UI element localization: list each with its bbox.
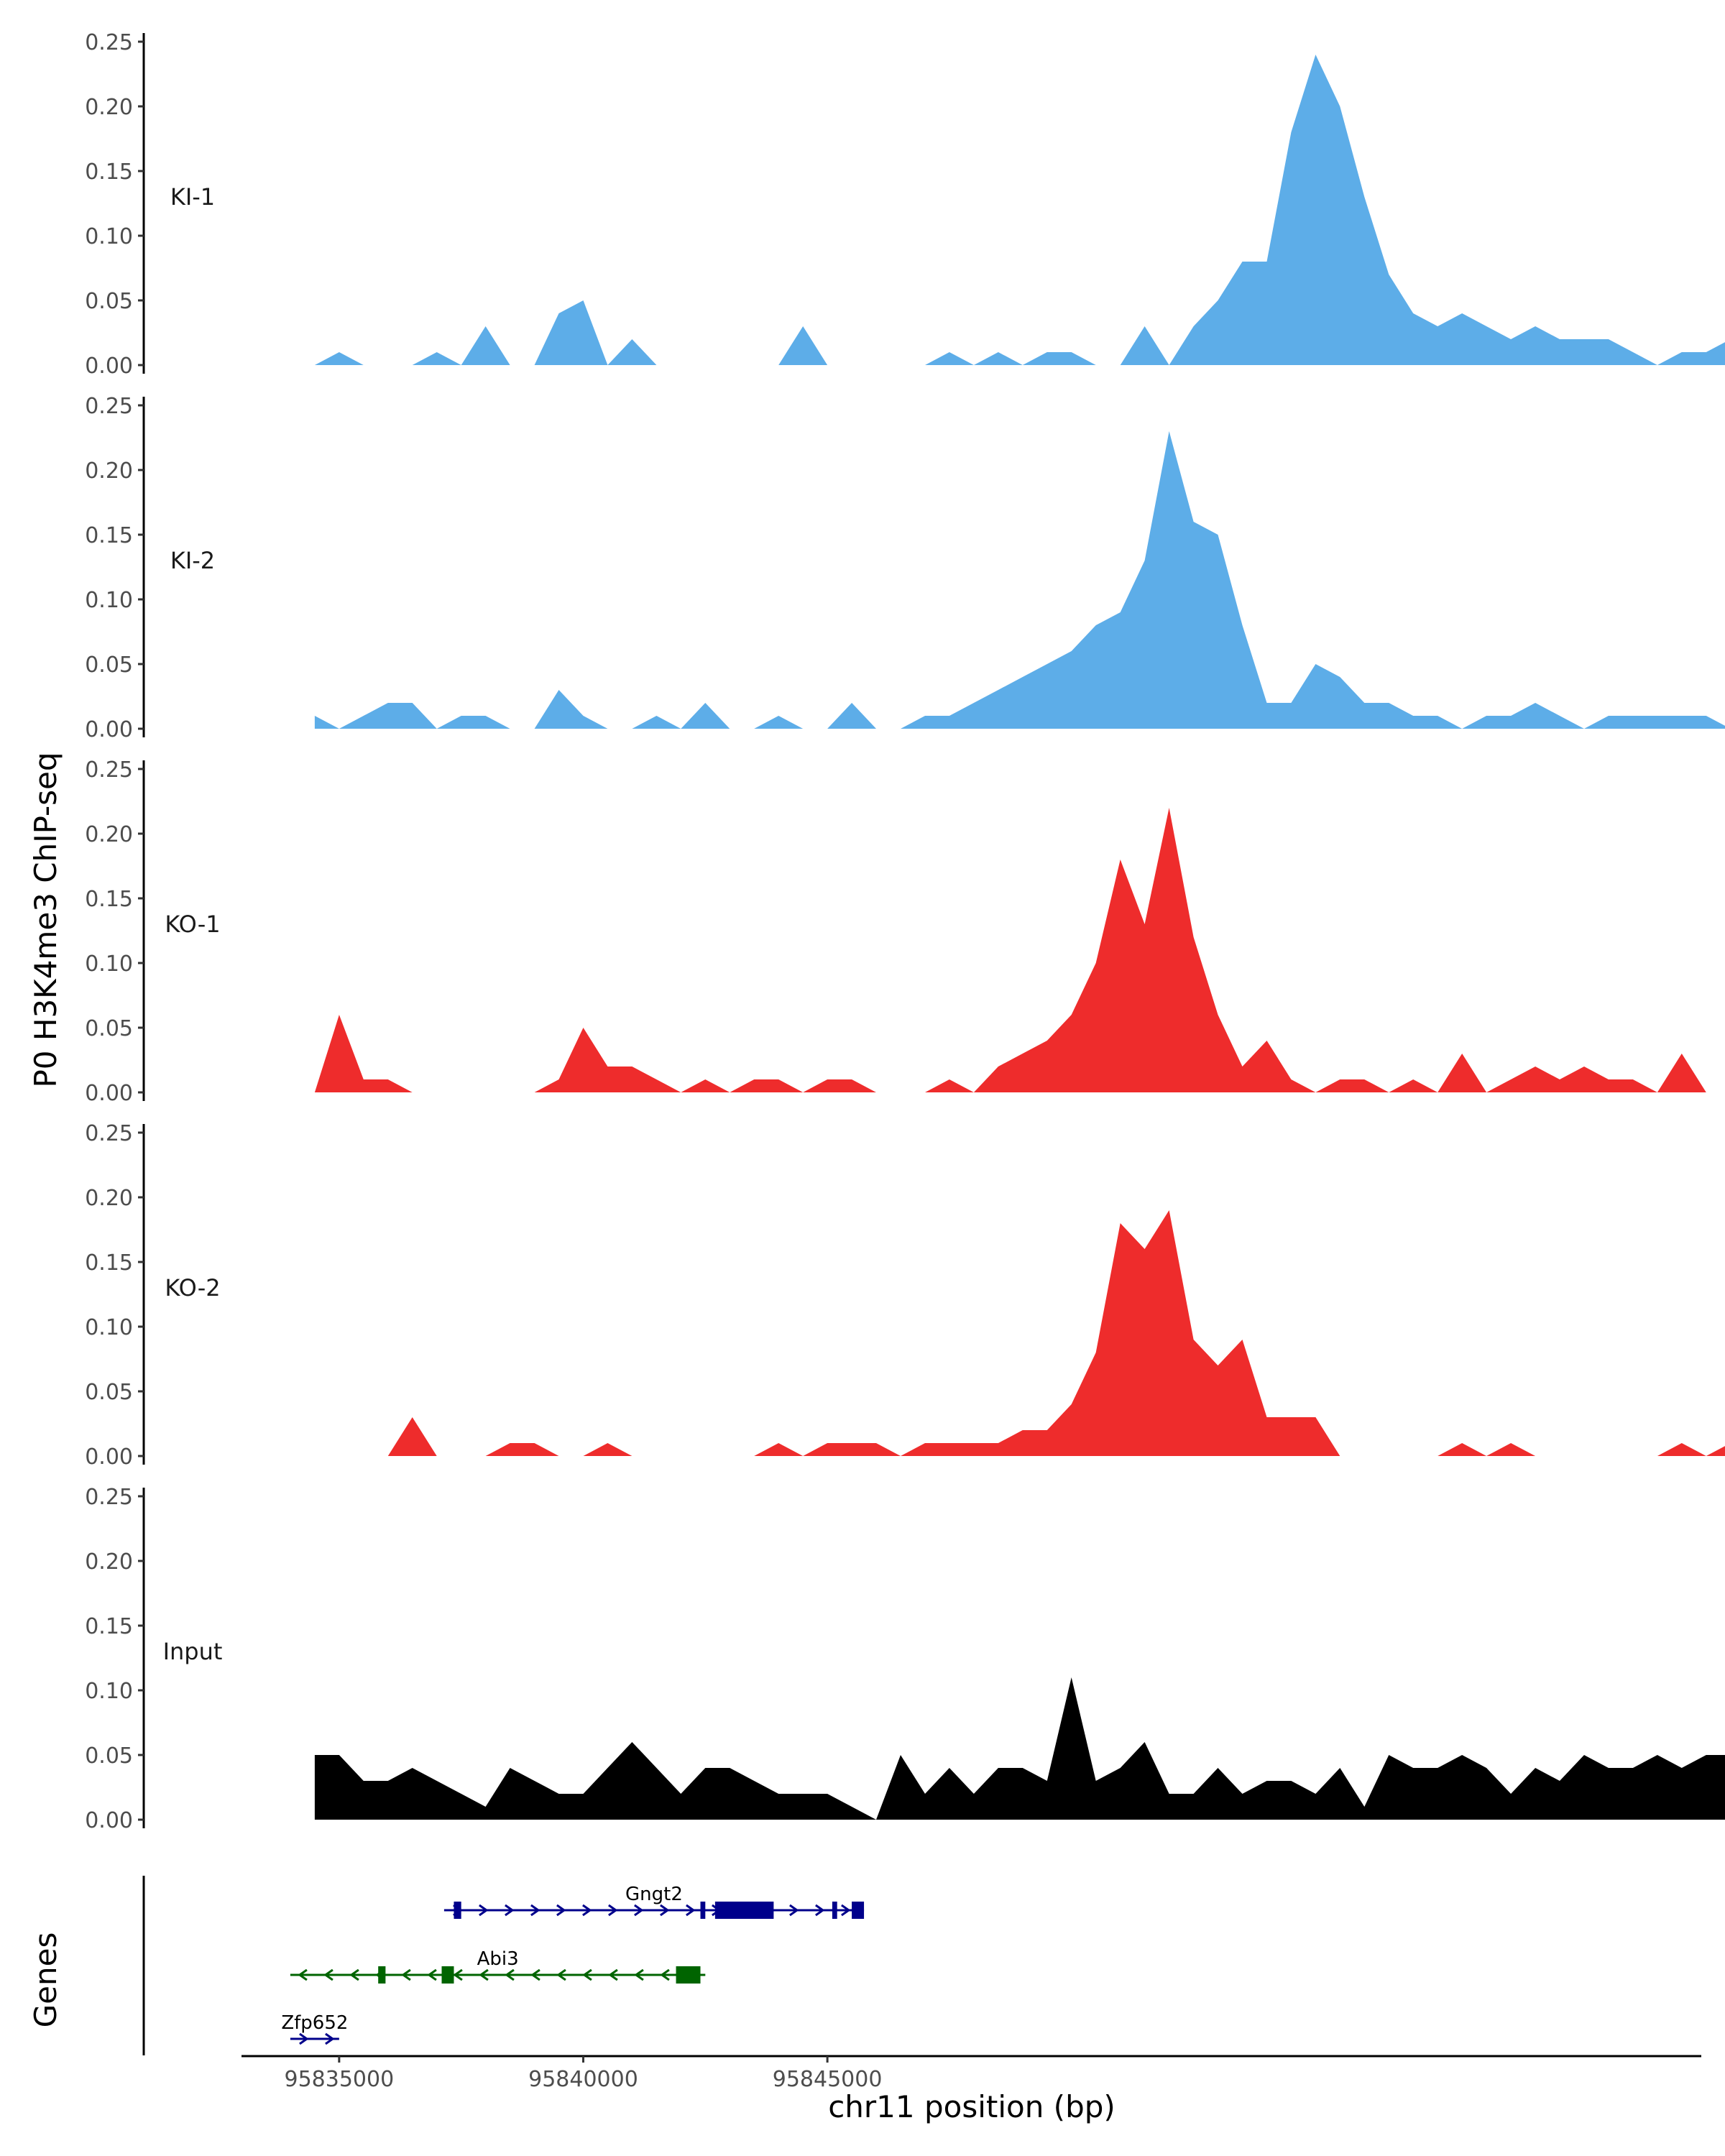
strand-arrow (453, 1968, 463, 1981)
strand-arrow (298, 1968, 308, 1981)
track-label: KO-1 (165, 911, 220, 938)
y-tick-label: 0.10 (85, 1679, 133, 1704)
y-tick-label: 0.15 (85, 160, 133, 185)
y-tick-label: 0.25 (85, 1121, 133, 1146)
gene-name-label: Zfp652 (281, 2012, 348, 2034)
y-tick-label: 0.00 (85, 1445, 133, 1470)
x-tick-label: 95840000 (528, 2067, 638, 2092)
strand-arrow (582, 1968, 592, 1981)
coverage-area-input (314, 1677, 1725, 1820)
strand-arrow (608, 1904, 618, 1917)
y-tick-label: 0.20 (85, 1186, 133, 1211)
y-tick-label: 0.05 (85, 1016, 133, 1041)
y-tick-label: 0.15 (85, 1250, 133, 1276)
gene-name-label: Abi3 (477, 1948, 519, 1970)
x-tick-label: 95835000 (285, 2067, 395, 2092)
y-tick-label: 0.10 (85, 1315, 133, 1340)
exon (676, 1966, 701, 1984)
strand-arrow (325, 2032, 335, 2045)
strand-arrow (789, 1904, 799, 1917)
exon (441, 1966, 454, 1984)
strand-arrow (479, 1904, 489, 1917)
strand-arrow (634, 1968, 644, 1981)
track-ko-2: 0.00 0.05 0.10 0.15 0.20 0.25 KO-2 (85, 1121, 1725, 1470)
strand-arrow (401, 1968, 411, 1981)
strand-arrow (815, 1904, 825, 1917)
strand-arrow (530, 1904, 540, 1917)
exon (700, 1902, 706, 1919)
y-tick-label: 0.15 (85, 1614, 133, 1639)
x-axis-title: chr11 position (bp) (828, 2089, 1116, 2124)
strand-arrow (686, 1904, 696, 1917)
y-tick-label: 0.00 (85, 1081, 133, 1106)
y-tick-label: 0.20 (85, 1549, 133, 1575)
y-tick-label: 0.20 (85, 95, 133, 120)
gene-zfp652: Zfp652 (281, 2012, 348, 2045)
strand-arrow (556, 1968, 566, 1981)
strand-arrow (582, 1904, 592, 1917)
gene-name-label: Gngt2 (625, 1884, 683, 1905)
strand-arrow (660, 1904, 670, 1917)
track-label: Input (163, 1638, 223, 1665)
strand-arrow (505, 1968, 515, 1981)
y-tick-label: 0.25 (85, 394, 133, 419)
genes-axis-title: Genes (28, 1932, 63, 2028)
gene-gngt2: Gngt2 (443, 1884, 865, 1919)
strand-arrow (349, 1968, 359, 1981)
y-tick-label: 0.00 (85, 354, 133, 379)
strand-arrow (427, 1968, 437, 1981)
y-tick-label: 0.00 (85, 1808, 133, 1833)
genes-panel: Genes Gngt2 Abi3 Zfp652 (28, 1876, 865, 2055)
strand-arrow (556, 1904, 566, 1917)
y-tick-label: 0.05 (85, 1743, 133, 1769)
exon (852, 1902, 865, 1919)
y-tick-label: 0.10 (85, 952, 133, 977)
strand-arrow (608, 1968, 618, 1981)
track-ki-2: 0.00 0.05 0.10 0.15 0.20 0.25 KI-2 (85, 394, 1725, 742)
y-tick-label: 0.25 (85, 1485, 133, 1510)
strand-arrow (505, 1904, 515, 1917)
strand-arrow (841, 1904, 851, 1917)
strand-arrow (530, 1968, 540, 1981)
y-tick-label: 0.15 (85, 887, 133, 912)
track-ko-1: 0.00 0.05 0.10 0.15 0.20 0.25 KO-1 (85, 757, 1725, 1106)
track-label: KI-1 (170, 183, 215, 211)
x-tick-label: 95845000 (773, 2067, 883, 2092)
y-tick-label: 0.10 (85, 224, 133, 249)
x-axis: 95835000 95840000 95845000 (242, 2055, 1701, 2092)
y-tick-label: 0.20 (85, 822, 133, 847)
y-tick-label: 0.05 (85, 653, 133, 678)
exon (454, 1902, 461, 1919)
y-tick-label: 0.05 (85, 289, 133, 314)
coverage-area-ki-1 (314, 55, 1725, 365)
y-tick-label: 0.15 (85, 523, 133, 548)
y-tick-label: 0.20 (85, 459, 133, 484)
strand-arrow (634, 1904, 644, 1917)
y-tick-label: 0.25 (85, 757, 133, 783)
track-label: KI-2 (170, 547, 215, 574)
coverage-tracks: 0.00 0.05 0.10 0.15 0.20 0.25 KI-1 0.00 0.05 0.10… (85, 30, 1725, 1833)
y-tick-label: 0.00 (85, 717, 133, 742)
y-tick-label: 0.05 (85, 1380, 133, 1405)
strand-arrow (299, 2032, 309, 2045)
y-tick-label: 0.25 (85, 30, 133, 55)
strand-arrow (479, 1968, 489, 1981)
y-tick-label: 0.10 (85, 588, 133, 613)
exon (832, 1902, 837, 1919)
exon (378, 1966, 386, 1984)
strand-arrow (660, 1968, 670, 1981)
exon (714, 1902, 774, 1919)
strand-arrow (323, 1968, 334, 1981)
track-ki-1: 0.00 0.05 0.10 0.15 0.20 0.25 KI-1 (85, 30, 1725, 379)
gene-abi3: Abi3 (290, 1948, 706, 1984)
y-axis-title: P0 H3K4me3 ChIP-seq (28, 752, 63, 1087)
track-label: KO-2 (165, 1274, 220, 1302)
track-input: 0.00 0.05 0.10 0.15 0.20 0.25 Input (85, 1485, 1725, 1833)
